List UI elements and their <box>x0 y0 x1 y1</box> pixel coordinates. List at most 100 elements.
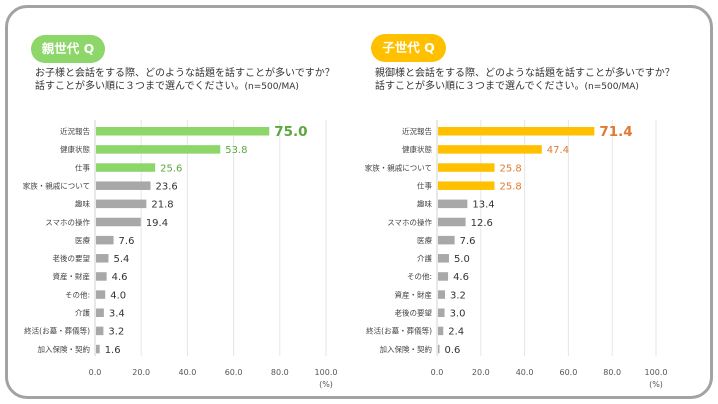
category-label: 老後の要望 <box>395 308 433 318</box>
bar <box>96 272 107 281</box>
value-label: 21.8 <box>151 200 173 211</box>
category-label: 健康状態 <box>402 144 432 154</box>
question-line-1: お子様と会話をする際、どのような話題を話すことが多いですか？ <box>35 68 335 79</box>
value-label: 23.6 <box>156 181 178 192</box>
value-label: 53.8 <box>225 145 247 156</box>
bar <box>96 235 114 245</box>
bar <box>438 217 466 227</box>
category-label: 趣味 <box>417 199 432 209</box>
value-label: 3.2 <box>108 327 124 338</box>
x-tick-label: 0.0 <box>431 368 444 377</box>
value-label: 75.0 <box>274 124 307 140</box>
value-label: 3.0 <box>450 309 466 320</box>
child-question: 親御様と会話をする際、どのような話題を話すことが多いですか？ 話すことが多い順に… <box>375 67 675 94</box>
category-label: 加入保険・契約 <box>380 344 433 354</box>
value-label: 4.6 <box>112 272 128 283</box>
category-label: 家族・親戚について <box>23 180 90 190</box>
bar <box>96 344 100 354</box>
value-label: 47.4 <box>547 145 569 156</box>
value-label: 4.0 <box>110 290 126 301</box>
category-label: 加入保険・契約 <box>38 344 91 354</box>
value-label: 25.8 <box>500 181 522 192</box>
x-tick-label: 40.0 <box>178 368 196 377</box>
bar <box>96 181 151 190</box>
bar <box>438 199 468 209</box>
x-tick-label: 100.0 <box>315 368 338 377</box>
bar <box>438 326 444 336</box>
category-label: スマホの操作 <box>387 217 432 227</box>
category-label: 終活(お墓・葬儀等) <box>24 326 90 336</box>
bar <box>438 235 455 245</box>
bar <box>96 290 106 299</box>
child-topics-bar-chart: 0.0 20.0 40.0 60.0 80.0 100.0 (%) 近況報告 71.4 健康状態 4… <box>365 120 667 389</box>
badge-label: 親世代 Q <box>41 41 95 56</box>
category-label: 資産・財産 <box>53 271 91 281</box>
question-line-2: 話すことが多い順に３つまで選んでください。 <box>35 81 245 92</box>
x-tick-label: 40.0 <box>516 368 534 377</box>
category-label: 老後の要望 <box>53 253 91 263</box>
category-label: スマホの操作 <box>45 217 90 227</box>
category-label: 介護 <box>75 308 90 318</box>
bar <box>438 272 449 281</box>
category-label: 仕事 <box>75 162 90 172</box>
bar <box>96 163 156 172</box>
bar <box>438 308 445 317</box>
category-label: その他: <box>65 289 90 299</box>
value-label: 1.6 <box>105 345 121 356</box>
value-label: 25.6 <box>160 163 182 174</box>
parent-question: お子様と会話をする際、どのような話題を話すことが多いですか？ 話すことが多い順に… <box>35 67 335 94</box>
category-label: 近況報告 <box>60 126 90 136</box>
category-label: 医療 <box>417 235 432 245</box>
x-tick-label: 20.0 <box>132 368 150 377</box>
value-label: 3.4 <box>109 309 125 320</box>
value-label: 5.4 <box>113 254 129 265</box>
category-label: その他: <box>407 271 432 281</box>
value-label: 12.6 <box>471 218 493 229</box>
x-unit-label: (%) <box>649 380 663 389</box>
category-label: 近況報告 <box>402 126 432 136</box>
value-label: 2.4 <box>448 327 464 338</box>
bar <box>438 145 542 154</box>
category-label: 趣味 <box>75 199 90 209</box>
bar <box>96 254 109 263</box>
bar <box>96 308 104 317</box>
bar <box>438 344 440 354</box>
value-label: 25.8 <box>500 163 522 174</box>
category-label: 健康状態 <box>60 144 90 154</box>
value-label: 3.2 <box>450 290 466 301</box>
bar <box>96 145 221 154</box>
category-label: 仕事 <box>417 180 432 190</box>
value-label: 71.4 <box>599 124 632 140</box>
sample-note: (n=500/MA) <box>244 82 299 92</box>
bar <box>438 254 449 263</box>
x-tick-label: 20.0 <box>472 368 490 377</box>
parent-topics-bar-chart: 0.0 20.0 40.0 60.0 80.0 100.0 (%) 近況報告 75.0 健康状態 5… <box>23 120 338 389</box>
x-tick-label: 80.0 <box>271 368 289 377</box>
x-tick-label: 80.0 <box>603 368 621 377</box>
x-tick-label: 0.0 <box>89 368 102 377</box>
question-line-1: 親御様と会話をする際、どのような話題を話すことが多いですか？ <box>375 68 675 79</box>
x-unit-label: (%) <box>319 380 333 389</box>
value-label: 4.6 <box>453 272 469 283</box>
category-label: 医療 <box>75 235 90 245</box>
question-line-2: 話すことが多い順に３つまで選んでください。 <box>375 81 585 92</box>
bar <box>438 127 595 136</box>
category-label: 家族・親戚について <box>365 162 432 172</box>
child-generation-badge: 子世代 Q <box>371 34 446 62</box>
bar <box>96 199 147 209</box>
value-label: 0.6 <box>445 345 461 356</box>
bar <box>438 181 495 190</box>
badge-label: 子世代 Q <box>382 40 435 55</box>
value-label: 7.6 <box>460 236 476 247</box>
value-label: 13.4 <box>472 200 494 211</box>
category-label: 資産・財産 <box>395 289 433 299</box>
value-label: 5.0 <box>454 254 470 265</box>
bar <box>96 127 270 136</box>
x-tick-label: 60.0 <box>559 368 577 377</box>
bar <box>438 163 495 172</box>
sample-note: (n=500/MA) <box>584 82 639 92</box>
bar <box>96 217 141 227</box>
parent-generation-badge: 親世代 Q <box>31 35 105 63</box>
category-label: 介護 <box>417 253 432 263</box>
